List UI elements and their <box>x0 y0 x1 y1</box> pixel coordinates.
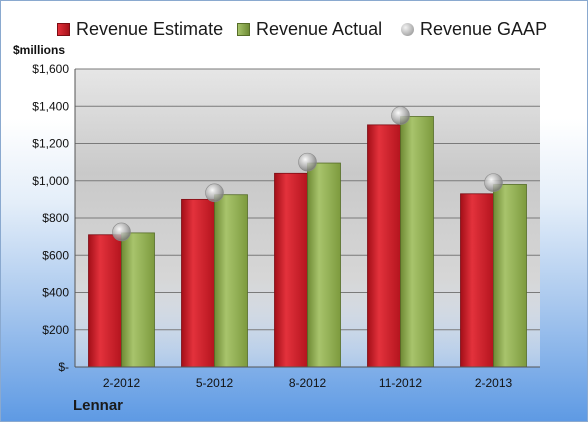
marker-revenue-gaap <box>298 152 317 172</box>
y-tick-label: $- <box>58 360 69 374</box>
bar-revenue-actual <box>121 232 155 368</box>
y-tick-label: $1,200 <box>32 137 69 151</box>
y-tick-label: $600 <box>42 248 69 262</box>
actual-swatch-icon <box>237 22 250 36</box>
legend-label-estimate: Revenue Estimate <box>76 18 224 39</box>
bar-revenue-estimate <box>88 234 122 368</box>
marker-revenue-gaap <box>112 222 131 242</box>
bar-revenue-actual <box>400 116 434 368</box>
y-tick-label: $200 <box>42 323 69 337</box>
bar-revenue-estimate <box>181 198 215 368</box>
x-tick-label: 2-2012 <box>103 376 141 390</box>
bar-revenue-actual <box>307 162 341 368</box>
legend: Revenue Estimate Revenue Actual Revenue … <box>1 15 587 43</box>
estimate-swatch-icon <box>57 22 70 36</box>
marker-revenue-gaap <box>484 173 503 192</box>
y-tick-label: $1,000 <box>32 174 69 188</box>
company-name: Lennar <box>73 397 124 414</box>
gaap-marker-icon <box>401 22 414 36</box>
y-tick-label: $400 <box>42 286 69 300</box>
y-tick-label: $800 <box>42 211 69 225</box>
bar-revenue-estimate <box>274 172 308 368</box>
y-axis-unit-label: $millions <box>13 43 66 57</box>
marker-revenue-gaap <box>205 183 224 203</box>
x-tick-label: 11-2012 <box>379 376 422 390</box>
marker-revenue-gaap <box>391 106 410 125</box>
bar-revenue-estimate <box>367 124 401 368</box>
y-tick-label: $1,400 <box>32 99 69 113</box>
bar-revenue-actual <box>493 184 527 368</box>
y-tick-label: $1,600 <box>32 62 69 76</box>
legend-item-estimate: Revenue Estimate <box>57 15 223 43</box>
bar-revenue-actual <box>214 194 248 368</box>
legend-label-gaap: Revenue GAAP <box>420 18 548 39</box>
legend-label-actual: Revenue Actual <box>256 18 383 39</box>
legend-item-gaap: Revenue GAAP <box>401 15 547 43</box>
x-tick-label: 8-2012 <box>289 376 327 390</box>
x-tick-label: 5-2012 <box>196 376 234 390</box>
x-tick-label: 2-2013 <box>475 376 513 390</box>
bar-revenue-estimate <box>460 193 494 368</box>
legend-item-actual: Revenue Actual <box>237 15 382 43</box>
